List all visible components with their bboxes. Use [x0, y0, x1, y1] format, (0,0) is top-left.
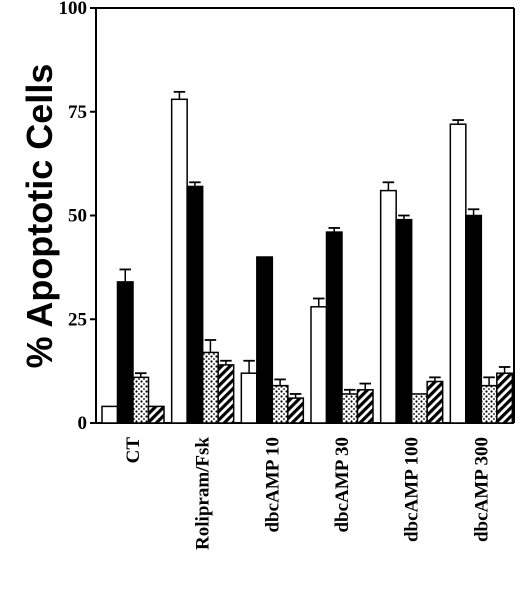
bar-white	[310, 306, 328, 424]
y-tick-label: 50	[68, 206, 87, 227]
bar-black	[395, 218, 413, 424]
category-label: dbcAMP 100	[402, 437, 423, 542]
bar-dotted	[201, 351, 219, 424]
bar-striped	[217, 364, 235, 424]
category-label: dbcAMP 30	[332, 437, 353, 533]
bar-white	[240, 372, 258, 424]
bar-black	[256, 256, 274, 424]
bar-dotted	[480, 384, 498, 424]
bar-striped	[356, 389, 374, 424]
bar-black	[465, 214, 483, 424]
bar-striped	[147, 405, 165, 424]
bar-dotted	[341, 393, 359, 424]
bar-striped	[426, 380, 444, 424]
y-tick-label: 0	[78, 413, 88, 434]
bar-white	[170, 98, 188, 424]
y-tick-label: 25	[68, 309, 87, 330]
category-label: dbcAMP 10	[262, 437, 283, 533]
y-tick-label: 75	[68, 102, 87, 123]
bar-white	[379, 189, 397, 424]
labels: 0 25 50 75 100 CT Rolipram/Fsk dbcAMP 10 dbcAMP …	[59, 0, 493, 550]
bar-white	[449, 123, 467, 424]
y-axis-label: % Apoptotic Cells	[19, 64, 60, 369]
bars	[101, 90, 514, 424]
axes	[90, 7, 515, 424]
bar-dotted	[271, 384, 289, 424]
bar-dotted	[132, 376, 150, 424]
bar-black	[116, 281, 134, 424]
bar-black	[186, 185, 204, 424]
bar-dotted	[410, 393, 428, 424]
bar-black	[325, 231, 343, 424]
y-tick-label: 100	[59, 0, 88, 19]
bar-striped	[287, 397, 305, 424]
bar-white	[101, 405, 119, 424]
category-label: Rolipram/Fsk	[193, 437, 214, 550]
bar-striped	[496, 372, 514, 424]
category-label: dbcAMP 300	[471, 437, 492, 542]
category-label: CT	[123, 437, 144, 464]
